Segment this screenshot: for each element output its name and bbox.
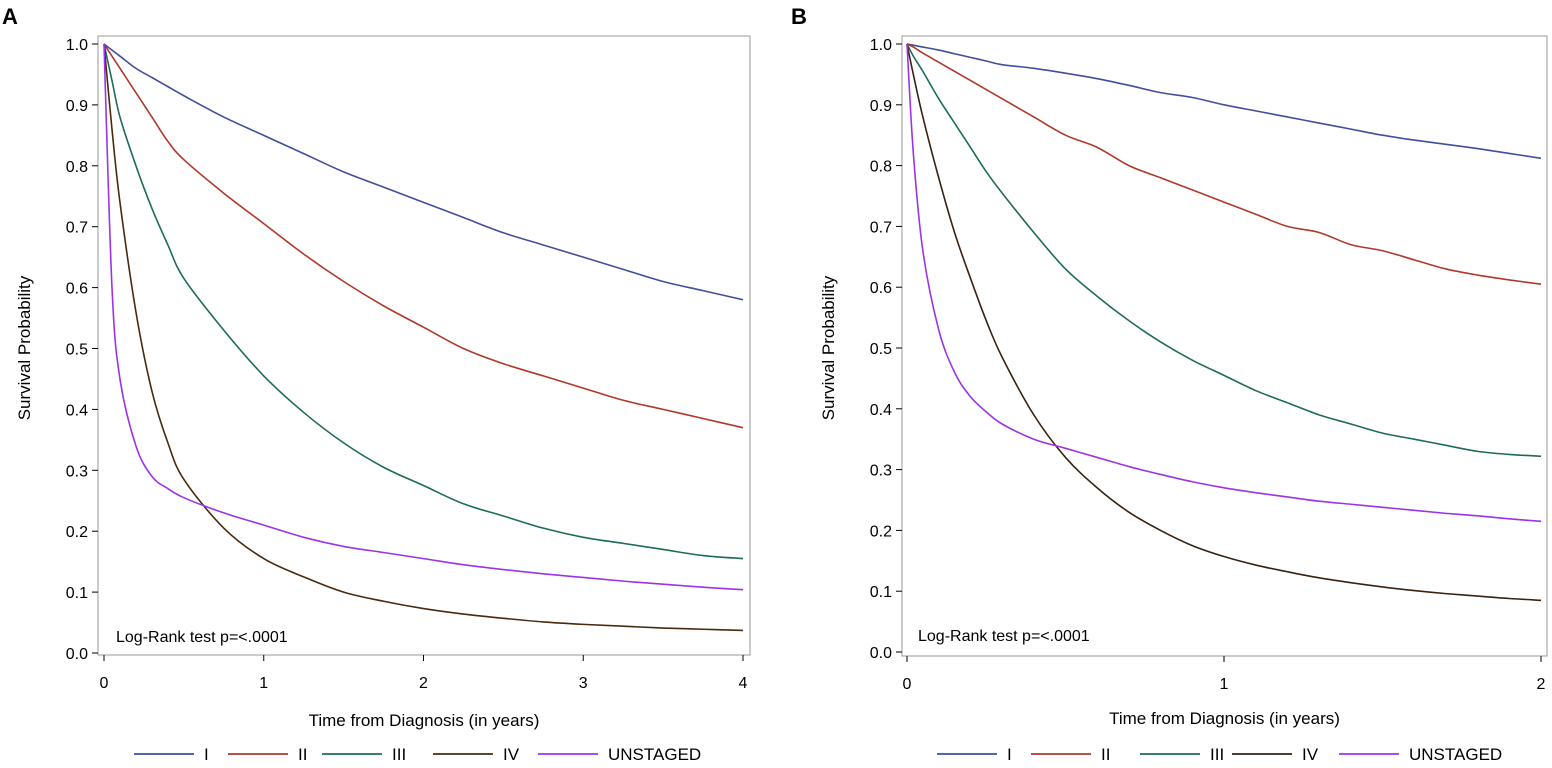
x-axis-label: Time from Diagnosis (in years)	[1109, 709, 1340, 728]
y-tick-label: 0.1	[66, 585, 88, 602]
y-axis-label: Survival Probability	[819, 275, 838, 420]
y-tick-label: 0.0	[66, 646, 88, 663]
log-rank-annotation: Log-Rank test p=<.0001	[116, 629, 288, 646]
y-tick-label: 0.3	[870, 463, 892, 480]
series-line-unstaged	[906, 43, 1542, 523]
y-tick-label: 0.5	[66, 342, 88, 359]
y-tick-label: 0.7	[66, 220, 88, 237]
legend-label: I	[1007, 745, 1012, 764]
x-tick-label: 3	[579, 675, 588, 692]
legend-label: I	[204, 745, 209, 764]
y-tick-label: 0.5	[870, 341, 892, 358]
y-tick-label: 0.8	[66, 159, 88, 176]
y-tick-label: 0.3	[66, 463, 88, 480]
y-tick-label: 0.8	[870, 159, 892, 176]
panel-letter: B	[791, 4, 807, 29]
series-line-ii	[906, 43, 1542, 285]
legend-label: UNSTAGED	[608, 745, 701, 764]
y-tick-label: 0.2	[66, 524, 88, 541]
y-tick-label: 0.9	[870, 98, 892, 115]
series-line-unstaged	[103, 43, 744, 591]
x-tick-label: 4	[739, 675, 748, 692]
y-tick-label: 0.4	[870, 402, 892, 419]
legend-label: IV	[1302, 745, 1319, 764]
x-tick-label: 1	[259, 675, 268, 692]
plot-frame	[97, 35, 751, 656]
y-tick-label: 0.4	[66, 402, 88, 419]
x-tick-label: 0	[100, 675, 109, 692]
panel-b: B 0.0 0.1 0.2 0.3 0.4 0.5 0.6 0.7 0.8 0.9 1.0 0 1 2 Tim…	[791, 4, 1548, 764]
legend-label: III	[1210, 745, 1224, 764]
y-axis-label: Survival Probability	[15, 275, 34, 420]
y-tick-label: 0.6	[66, 281, 88, 298]
y-tick-label: 0.0	[870, 645, 892, 662]
series-line-i	[906, 43, 1542, 160]
series-line-i	[103, 43, 744, 301]
y-tick-label: 0.7	[870, 219, 892, 236]
series-line-iv	[906, 43, 1542, 602]
legend-label: II	[298, 745, 307, 764]
y-tick-label: 0.1	[870, 584, 892, 601]
x-axis-label: Time from Diagnosis (in years)	[309, 711, 540, 730]
x-tick-label: 2	[1537, 676, 1546, 693]
series-line-iii	[103, 43, 744, 560]
legend-label: III	[392, 745, 406, 764]
plot-frame	[901, 35, 1548, 657]
series-line-iii	[906, 43, 1542, 458]
log-rank-annotation: Log-Rank test p=<.0001	[918, 628, 1090, 645]
x-tick-label: 1	[1220, 676, 1229, 693]
panel-letter: A	[2, 4, 18, 29]
series-line-iv	[103, 43, 744, 632]
series-line-ii	[103, 43, 744, 429]
y-tick-label: 1.0	[870, 37, 892, 54]
panel-a: A 0.0 0.1 0.2 0.3 0.4 0.5 0.6 0.7 0.8 0.9 1.0 0 1 2 3 4 T…	[2, 4, 751, 764]
y-tick-label: 1.0	[66, 37, 88, 54]
y-tick-label: 0.2	[870, 523, 892, 540]
x-tick-label: 2	[419, 675, 428, 692]
legend-label: II	[1101, 745, 1110, 764]
legend-label: UNSTAGED	[1409, 745, 1502, 764]
x-tick-label: 0	[903, 676, 912, 693]
legend-label: IV	[503, 745, 520, 764]
y-tick-label: 0.6	[870, 280, 892, 297]
y-tick-label: 0.9	[66, 98, 88, 115]
